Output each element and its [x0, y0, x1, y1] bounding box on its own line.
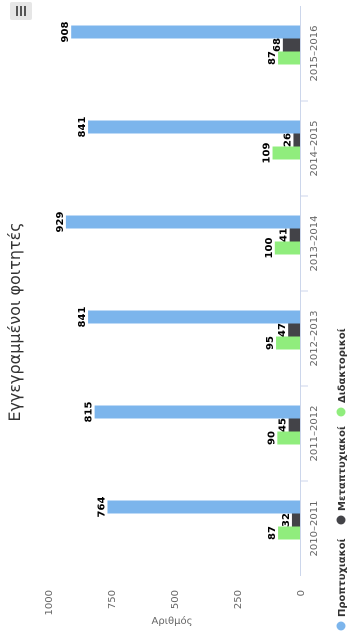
bar	[278, 51, 300, 65]
bar	[88, 310, 301, 324]
data-label: 841	[77, 307, 88, 328]
value-axis-tick-label: 250	[233, 590, 244, 609]
data-label: 109	[262, 143, 273, 164]
legend: Προπτυχιακοί Μεταπτυχιακοί Διδακτορικοί	[336, 328, 348, 631]
legend-marker	[336, 407, 346, 417]
bar	[276, 336, 300, 350]
data-label: 32	[281, 513, 292, 527]
legend-label: Μεταπτυχιακοί	[336, 426, 348, 511]
chart-title: Εγγεγραμμένοι φοιτητές	[5, 222, 24, 421]
data-label: 87	[267, 51, 278, 65]
value-axis-tick-label: 1000	[44, 590, 55, 615]
category-tick-label: 2013–2014	[309, 216, 320, 272]
category-tick-label: 2011–2012	[309, 406, 320, 462]
bar	[272, 146, 300, 160]
legend-label: Προπτυχιακοί	[336, 538, 348, 617]
data-label: 764	[96, 497, 107, 518]
y-axis-title: Αριθμός	[151, 615, 192, 627]
bar	[278, 526, 300, 540]
bar	[288, 323, 300, 337]
data-label: 90	[266, 431, 277, 445]
data-label: 47	[277, 323, 288, 337]
legend-label: Διδακτορικοί	[336, 328, 348, 403]
chart-menu-button[interactable]	[10, 2, 32, 20]
data-label: 87	[267, 526, 278, 540]
data-label: 815	[84, 402, 95, 423]
value-axis-tick-label: 0	[296, 590, 307, 596]
data-label: 68	[272, 38, 283, 52]
data-label: 41	[279, 228, 290, 242]
data-label: 100	[264, 238, 275, 259]
data-label: 45	[278, 418, 289, 432]
legend-marker	[336, 621, 346, 631]
data-label: 841	[77, 117, 88, 138]
menu-icon-bar	[24, 6, 26, 16]
value-axis-tick-label: 500	[170, 590, 181, 609]
menu-icon-bar	[20, 6, 22, 16]
legend-marker	[336, 515, 346, 525]
bar	[282, 38, 300, 52]
bar	[293, 133, 300, 147]
bar	[88, 120, 301, 134]
bar	[277, 431, 300, 445]
bar	[291, 513, 300, 527]
data-label: 95	[265, 336, 276, 350]
bar	[107, 500, 300, 514]
bar	[71, 25, 301, 39]
category-tick-label: 2015–2016	[309, 26, 320, 82]
bar	[288, 418, 300, 432]
bar	[274, 241, 300, 255]
data-label: 908	[60, 22, 71, 43]
bar	[289, 228, 300, 242]
bar	[94, 405, 301, 419]
category-tick-label: 2012–2013	[309, 311, 320, 367]
data-label: 26	[282, 133, 293, 147]
value-axis-tick-label: 750	[107, 590, 118, 609]
category-tick-label: 2010–2011	[309, 501, 320, 557]
data-label: 929	[55, 212, 66, 233]
category-tick-label: 2014–2015	[309, 121, 320, 177]
menu-icon-bar	[16, 6, 18, 16]
plot-area: 025050075010002010–201176432872011–20128…	[44, 6, 320, 615]
bar	[65, 215, 300, 229]
